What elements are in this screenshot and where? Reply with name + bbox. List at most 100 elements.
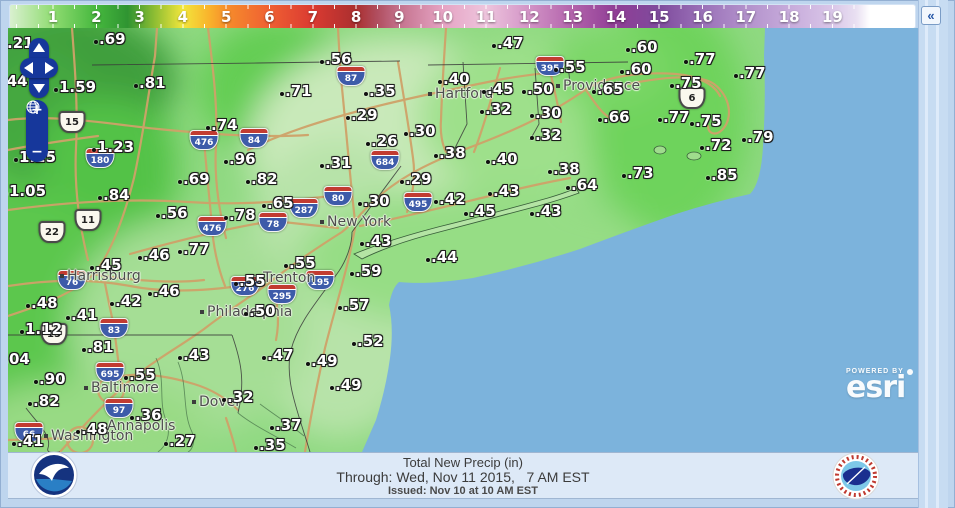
station-dot-icon bbox=[364, 92, 368, 96]
footer-through: Through: Wed, Nov 11 2015, 7 AM EST bbox=[336, 469, 590, 485]
pan-right-button[interactable] bbox=[45, 62, 54, 74]
station-dot-icon bbox=[222, 398, 226, 402]
precip-value: .43 bbox=[360, 234, 392, 249]
precip-value: .64 bbox=[566, 178, 598, 193]
station-dot-icon bbox=[280, 92, 284, 96]
legend-value-label: 5 bbox=[220, 8, 232, 26]
interstate-shield-icon: 80 bbox=[323, 186, 353, 206]
interstate-shield-icon: 476 bbox=[189, 130, 219, 150]
station-dot-icon bbox=[262, 204, 266, 208]
precip-value: .30 bbox=[404, 124, 436, 139]
station-dot-icon bbox=[548, 170, 552, 174]
station-dot-icon bbox=[464, 212, 468, 216]
us-route-shield-icon: 11 bbox=[74, 209, 102, 231]
precip-value: .81 bbox=[134, 76, 166, 91]
precip-value: .77 bbox=[684, 52, 716, 67]
precip-value: .49 bbox=[306, 354, 338, 369]
precip-value: .46 bbox=[138, 248, 170, 263]
precip-value: .82 bbox=[28, 394, 60, 409]
precip-value: .38 bbox=[548, 162, 580, 177]
precip-value: .52 bbox=[352, 334, 384, 349]
collapse-panel-button[interactable]: « bbox=[921, 6, 941, 25]
legend-value-label: 10 bbox=[432, 8, 454, 26]
pan-up-button[interactable] bbox=[33, 43, 45, 52]
station-dot-icon bbox=[434, 200, 438, 204]
station-dot-icon bbox=[670, 84, 674, 88]
station-dot-icon bbox=[246, 180, 250, 184]
precip-value: .43 bbox=[530, 204, 562, 219]
station-dot-icon bbox=[438, 80, 442, 84]
interstate-shield-icon: 695 bbox=[95, 362, 125, 382]
station-dot-icon bbox=[20, 330, 24, 334]
station-dot-icon bbox=[26, 304, 30, 308]
station-dot-icon bbox=[530, 136, 534, 140]
precip-value: .31 bbox=[320, 156, 352, 171]
station-dot-icon bbox=[658, 118, 662, 122]
pan-down-button[interactable] bbox=[33, 84, 45, 93]
precip-value: .90 bbox=[34, 372, 66, 387]
legend-value-label: 8 bbox=[350, 8, 362, 26]
station-dot-icon bbox=[626, 48, 630, 52]
zoom-out-button[interactable]: − bbox=[31, 144, 43, 160]
station-dot-icon bbox=[330, 386, 334, 390]
precip-value: .48 bbox=[26, 296, 58, 311]
station-dot-icon bbox=[358, 202, 362, 206]
precip-value: .45 bbox=[90, 258, 122, 273]
legend-value-label: 16 bbox=[692, 8, 713, 26]
precip-value: .41 bbox=[66, 308, 98, 323]
city-dot-icon bbox=[556, 84, 560, 88]
interstate-shield-icon: 66 bbox=[14, 422, 44, 442]
station-dot-icon bbox=[346, 116, 350, 120]
precip-value: .41 bbox=[12, 434, 44, 449]
precip-value: .32 bbox=[530, 128, 562, 143]
city-label: Dover bbox=[192, 394, 241, 410]
precip-value: .29 bbox=[346, 108, 378, 123]
esri-logo[interactable]: POWERED BY esri bbox=[846, 368, 918, 403]
city-dot-icon bbox=[200, 310, 204, 314]
us-route-shield-icon: 15 bbox=[58, 111, 86, 133]
station-dot-icon bbox=[34, 380, 38, 384]
precip-value: .55 bbox=[284, 256, 316, 271]
precip-value: .40 bbox=[438, 72, 470, 87]
station-dot-icon bbox=[530, 114, 534, 118]
precip-value: .49 bbox=[330, 378, 362, 393]
pan-control[interactable] bbox=[20, 38, 58, 98]
station-dot-icon bbox=[742, 138, 746, 142]
precip-value: .42 bbox=[434, 192, 466, 207]
precip-value: .47 bbox=[492, 36, 524, 51]
precip-value: .75 bbox=[690, 114, 722, 129]
city-label: New York bbox=[320, 214, 391, 230]
pan-left-button[interactable] bbox=[24, 62, 33, 74]
interstate-shield-icon: 97 bbox=[104, 398, 134, 418]
precip-value: 1.12 bbox=[20, 322, 62, 337]
precip-value: .71 bbox=[280, 84, 312, 99]
precip-value: .74 bbox=[206, 118, 238, 133]
precip-value: .50 bbox=[522, 82, 554, 97]
precip-value: .75 bbox=[670, 76, 702, 91]
precip-value: 1.05 bbox=[8, 184, 46, 199]
city-dot-icon bbox=[192, 400, 196, 404]
precip-value: .35 bbox=[364, 84, 396, 99]
station-dot-icon bbox=[12, 442, 16, 446]
precip-value: .57 bbox=[338, 298, 370, 313]
legend-value-label: 6 bbox=[264, 8, 275, 26]
powered-by-label: POWERED BY bbox=[846, 368, 918, 375]
precip-value: .56 bbox=[156, 206, 188, 221]
map-canvas[interactable]: 87 84 684 476 476 80 287 78 495 bbox=[8, 28, 918, 452]
station-dot-icon bbox=[98, 196, 102, 200]
map-base-layer bbox=[8, 28, 918, 452]
city-dot-icon bbox=[256, 276, 260, 280]
legend-value-label: 19 bbox=[821, 8, 843, 26]
us-route-shield-icon: 22 bbox=[38, 221, 66, 243]
precip-value: .45 bbox=[482, 82, 514, 97]
station-dot-icon bbox=[178, 180, 182, 184]
city-dot-icon bbox=[320, 220, 324, 224]
precip-value: .32 bbox=[222, 390, 254, 405]
interstate-shield-icon: 276 bbox=[230, 276, 260, 296]
precip-value: .48 bbox=[76, 422, 108, 437]
city-label: Annapolis bbox=[100, 418, 175, 434]
footer-text: Total New Precip (in) Through: Wed, Nov … bbox=[8, 455, 918, 498]
precip-value: .69 bbox=[94, 32, 126, 47]
station-dot-icon bbox=[134, 84, 138, 88]
